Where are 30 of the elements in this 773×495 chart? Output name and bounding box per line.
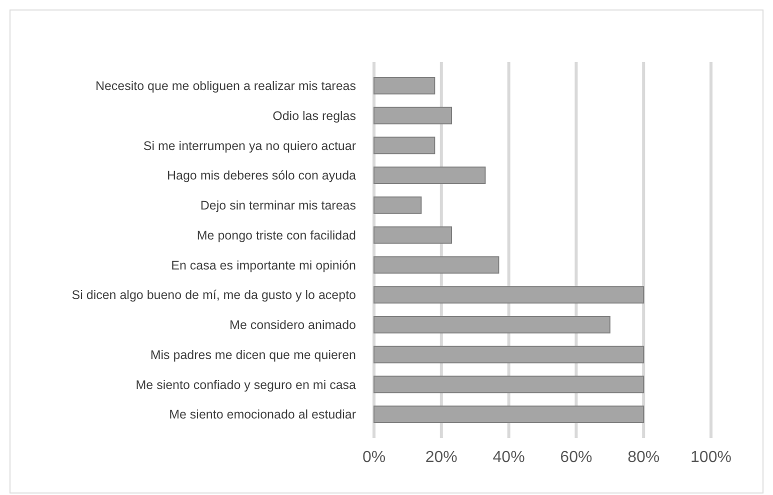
bar [374, 256, 500, 274]
y-tick-label: Si dicen algo bueno de mí, me da gusto y lo acepto [72, 288, 356, 302]
x-tick-label: 60% [560, 449, 592, 466]
x-tick-label: 0% [362, 449, 386, 466]
bar [374, 376, 644, 394]
bar [374, 226, 452, 244]
bar [374, 106, 452, 124]
x-tick-label: 100% [690, 449, 732, 466]
y-tick-label: Odio las reglas [272, 108, 356, 123]
y-tick-label: Me pongo triste con facilidad [196, 228, 356, 242]
y-tick-label: Hago mis deberes sólo con ayuda [166, 168, 356, 183]
bar [374, 166, 486, 184]
x-tick-label: 20% [425, 449, 458, 466]
y-tick-label: Dejo sin terminar mis tareas [200, 198, 356, 213]
x-tick-label: 80% [628, 449, 660, 466]
bar [374, 406, 644, 424]
bar [374, 286, 644, 304]
bar [374, 196, 422, 214]
y-tick-label: Me considero animado [230, 318, 356, 332]
y-tick-label: En casa es importante mi opinión [171, 258, 356, 272]
y-tick-label: Necesito que me obliguen a realizar mis tareas [95, 79, 356, 94]
y-tick-label: Me siento confiado y seguro en mi casa [136, 378, 356, 392]
y-tick-label: Me siento emocionado al estudiar [169, 408, 356, 422]
y-tick-label: Si me interrumpen ya no quiero actuar [143, 138, 356, 153]
bar [374, 346, 644, 364]
bar [374, 76, 436, 94]
y-tick-label: Mis padres me dicen que me quieren [150, 348, 356, 362]
bar [374, 136, 436, 154]
x-tick-label: 40% [492, 449, 525, 466]
bar [374, 316, 610, 334]
